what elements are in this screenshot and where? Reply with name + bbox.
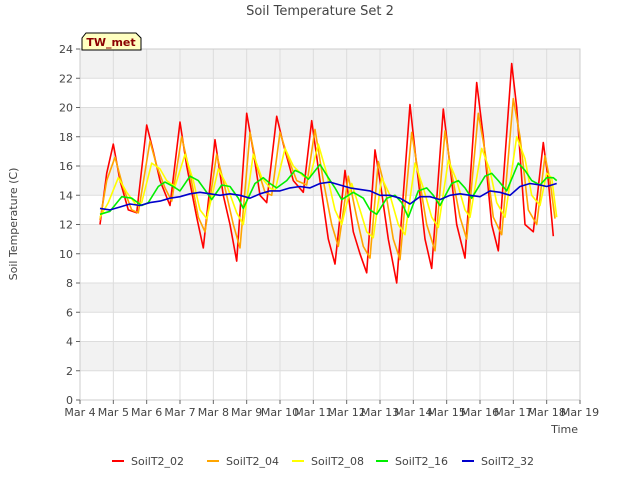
x-tick-label: Mar 9 [231, 406, 262, 419]
y-tick-label: 16 [59, 160, 73, 173]
series-line-soilt2_02 [99, 62, 555, 284]
y-tick-label: 2 [66, 365, 73, 378]
series-line-soilt2_32 [99, 181, 557, 211]
legend: SoilT2_02 SoilT2_04 SoilT2_08 SoilT2_16 Soil… [112, 455, 534, 468]
plot-band [80, 224, 580, 254]
x-tick-label: Mar 10 [261, 406, 299, 419]
x-tick-label: Mar 16 [461, 406, 499, 419]
x-tick-label: Mar 12 [328, 406, 366, 419]
y-tick-label: 4 [66, 336, 73, 349]
y-tick-label: 8 [66, 277, 73, 290]
legend-label-soilt2_32: SoilT2_32 [481, 455, 534, 468]
y-tick-label: 10 [59, 248, 73, 261]
y-tick-label: 22 [59, 72, 73, 85]
y-tick-label: 14 [59, 189, 73, 202]
station-tag: TW_met [81, 32, 142, 51]
x-tick-label: Mar 18 [528, 406, 566, 419]
y-tick-label: 24 [59, 43, 73, 56]
x-tick-label: Mar 13 [361, 406, 399, 419]
x-tick-label: Mar 15 [428, 406, 466, 419]
x-tick-label: Mar 5 [98, 406, 129, 419]
y-tick-label: 6 [66, 306, 73, 319]
x-tick-label: Mar 4 [64, 406, 95, 419]
legend-label-soilt2_16: SoilT2_16 [395, 455, 448, 468]
x-tick-label: Mar 7 [164, 406, 195, 419]
legend-label-soilt2_04: SoilT2_04 [226, 455, 279, 468]
x-axis-label: Time [550, 423, 578, 436]
x-tick-label: Mar 11 [294, 406, 332, 419]
y-tick-label: 18 [59, 131, 73, 144]
x-tick-label: Mar 6 [131, 406, 162, 419]
series-lines [99, 62, 558, 284]
x-tick-label: Mar 17 [494, 406, 532, 419]
chart-title: Soil Temperature Set 2 [246, 4, 394, 19]
y-axis-label: Soil Temperature (C) [7, 168, 20, 281]
y-tick-label: 12 [59, 219, 73, 232]
station-tag-label: TW_met [86, 36, 135, 49]
y-tick-label: 20 [59, 102, 73, 115]
plot-band [80, 107, 580, 137]
x-tick-label: Mar 8 [198, 406, 229, 419]
series-line-soilt2_04 [99, 97, 556, 261]
plot-band [80, 49, 580, 79]
station-tag-box [81, 32, 142, 51]
series-line-soilt2_08 [99, 136, 558, 239]
plot-band [80, 341, 580, 371]
x-tick-label: Mar 19 [561, 406, 599, 419]
legend-label-soilt2_08: SoilT2_08 [311, 455, 364, 468]
series-line-soilt2_16 [99, 162, 558, 218]
x-tick-label: Mar 14 [394, 406, 432, 419]
legend-label-soilt2_02: SoilT2_02 [131, 455, 184, 468]
plot-band [80, 283, 580, 313]
y-tick-label: 0 [66, 394, 73, 407]
